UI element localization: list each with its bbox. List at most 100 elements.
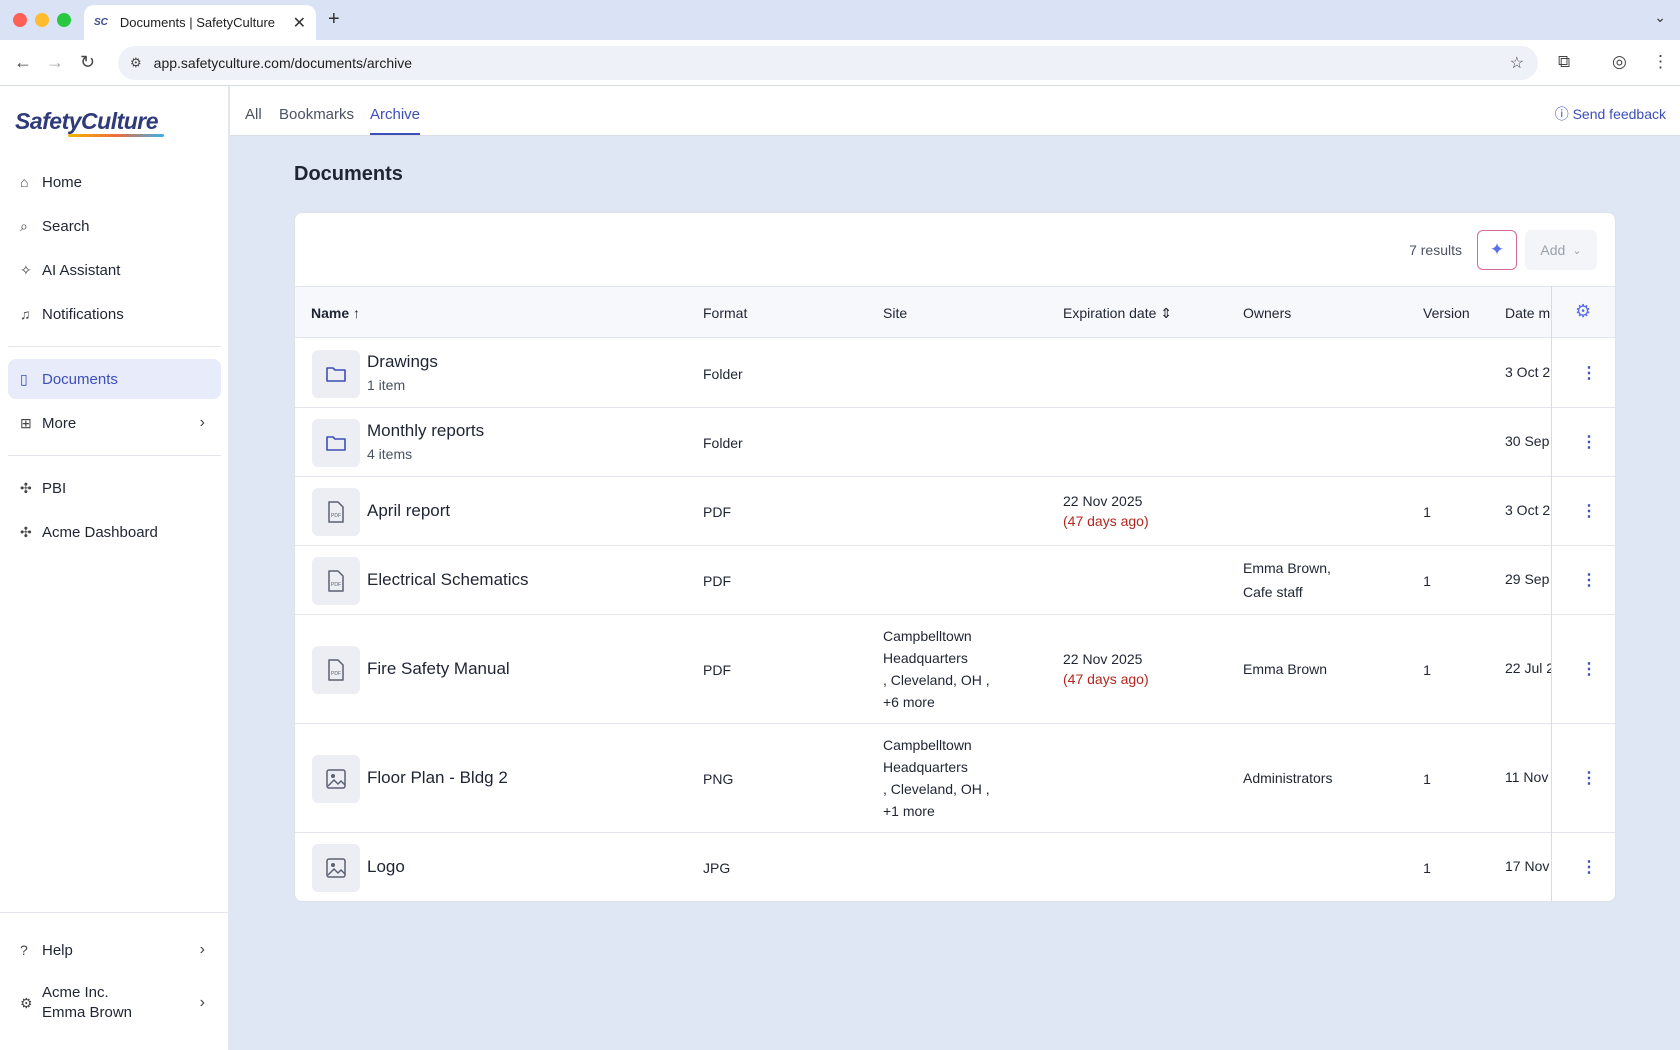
sidebar-item-acme-dashboard[interactable]: ✣ Acme Dashboard: [8, 512, 221, 552]
sidebar-item-ai-assistant[interactable]: ✧ AI Assistant: [8, 250, 221, 290]
browser-tab-bar: SC Documents | SafetyCulture ✕ + ⌄: [0, 0, 1680, 40]
sidebar-item-notifications[interactable]: ♫ Notifications: [8, 294, 221, 334]
new-tab-icon[interactable]: +: [328, 8, 340, 30]
version-cell: 1: [1423, 859, 1431, 876]
tab-archive[interactable]: Archive: [370, 106, 421, 135]
sidebar-item-label: More: [42, 414, 77, 432]
chevron-right-icon: ›: [199, 941, 205, 958]
send-feedback-link[interactable]: ⓘ Send feedback: [1555, 104, 1666, 124]
close-tab-icon[interactable]: ✕: [292, 14, 306, 32]
table-row[interactable]: PDF Electrical Schematics PDF Emma Brown, Ca…: [295, 546, 1615, 615]
forward-icon[interactable]: →: [46, 52, 64, 72]
page-title: Documents: [294, 163, 403, 185]
search-icon: ⌕: [20, 217, 28, 234]
minimize-window-button[interactable]: [35, 13, 49, 27]
home-icon: ⌂: [20, 174, 29, 190]
sidebar-item-label: Notifications: [42, 305, 124, 323]
document-name-link[interactable]: Floor Plan - Bldg 2: [367, 767, 508, 787]
row-actions-menu-icon[interactable]: ⋮: [1581, 858, 1597, 876]
results-count: 7 results: [1409, 242, 1462, 258]
document-icon: ▯: [20, 370, 28, 387]
chevron-right-icon: ›: [199, 414, 205, 431]
document-name-link[interactable]: April report: [367, 500, 451, 520]
table-row[interactable]: PDF Fire Safety Manual PDF Campbelltown Head…: [295, 615, 1615, 724]
sidebar-item-more[interactable]: ⊞ More ›: [8, 403, 221, 443]
document-name-link[interactable]: Monthly reports: [367, 420, 485, 440]
tab-all[interactable]: All: [245, 106, 262, 123]
more-sites-link[interactable]: +1 more: [883, 802, 935, 819]
document-name-link[interactable]: Fire Safety Manual: [367, 658, 510, 678]
back-icon[interactable]: ←: [14, 52, 32, 72]
more-sites-link[interactable]: +6 more: [883, 693, 935, 710]
column-settings-gear-icon[interactable]: ⚙: [1575, 301, 1592, 321]
reload-icon[interactable]: ↻: [80, 52, 96, 72]
browser-toolbar: ← → ↻ ⚙ app.safetyculture.com/documents/…: [0, 40, 1680, 86]
bookmark-star-icon[interactable]: ☆: [1509, 55, 1524, 72]
folder-icon: [312, 349, 360, 398]
address-bar[interactable]: ⚙ app.safetyculture.com/documents/archiv…: [118, 46, 1538, 80]
add-button[interactable]: Add ⌄: [1525, 230, 1597, 270]
browser-menu-icon[interactable]: ⋮: [1652, 52, 1669, 71]
sidebar-item-pbi[interactable]: ✣ PBI: [8, 468, 221, 508]
help-circle-icon: ?: [20, 942, 28, 958]
sidebar-item-label: Documents: [42, 370, 118, 388]
pdf-file-icon: PDF: [312, 487, 360, 536]
table-row[interactable]: Floor Plan - Bldg 2 PNG Campbelltown Headqu…: [295, 724, 1615, 833]
row-actions-menu-icon[interactable]: ⋮: [1581, 364, 1597, 382]
ai-assist-button[interactable]: ✦: [1477, 230, 1517, 270]
column-header-expiration[interactable]: Expiration date ⇕: [1063, 305, 1172, 322]
org-name: Acme Inc.: [42, 984, 109, 1001]
profile-icon[interactable]: ◎: [1612, 52, 1627, 71]
table-row[interactable]: Monthly reports 4 items Folder 30 Sep ⋮: [295, 408, 1615, 477]
bell-icon: ♫: [20, 306, 31, 322]
sidebar-item-home[interactable]: ⌂ Home: [8, 162, 221, 202]
feedback-icon: ⓘ: [1554, 106, 1573, 122]
tab-bookmarks[interactable]: Bookmarks: [279, 106, 355, 123]
site-line: , Cleveland, OH ,: [883, 671, 990, 688]
user-name: Emma Brown: [42, 1004, 133, 1021]
date-modified-cell: 30 Sep: [1505, 432, 1550, 449]
document-name-link[interactable]: Logo: [367, 856, 405, 876]
pdf-file-icon: PDF: [312, 645, 360, 694]
row-actions-menu-icon[interactable]: ⋮: [1581, 660, 1597, 678]
maximize-window-button[interactable]: [57, 13, 71, 27]
sidebar-item-label: Acme Dashboard: [42, 523, 158, 541]
table-row[interactable]: PDF April report PDF 22 Nov 2025 (47 days ag…: [295, 477, 1615, 546]
sort-ascending-icon: ↑: [353, 305, 361, 321]
table-row[interactable]: Drawings 1 item Folder 3 Oct 2 ⋮: [295, 339, 1615, 408]
table-row[interactable]: Logo JPG 1 17 Nov ⋮: [295, 833, 1615, 901]
sidebar-divider: [8, 346, 221, 347]
documents-table-card: 7 results ✦ Add ⌄ Name ↑ Format Site Exp…: [294, 212, 1616, 902]
site-settings-icon[interactable]: ⚙: [130, 55, 142, 70]
row-actions-menu-icon[interactable]: ⋮: [1581, 433, 1597, 451]
close-window-button[interactable]: [13, 13, 27, 27]
site-cell: Campbelltown Headquarters , Cleveland, OH …: [883, 626, 1043, 714]
extensions-icon[interactable]: ⧉: [1558, 52, 1571, 71]
sidebar-item-help[interactable]: ? Help ›: [8, 930, 221, 970]
sidebar-item-documents[interactable]: ▯ Documents: [8, 359, 221, 399]
row-actions-menu-icon[interactable]: ⋮: [1581, 769, 1597, 787]
safetyculture-logo[interactable]: SafetyCulture: [15, 108, 159, 134]
expiration-cell: 22 Nov 2025 (47 days ago): [1063, 491, 1149, 531]
tab-search-chevron-icon[interactable]: ⌄: [1654, 9, 1666, 25]
date-modified-cell: 11 Nov: [1505, 768, 1549, 785]
document-name-link[interactable]: Electrical Schematics: [367, 569, 529, 589]
add-label: Add: [1540, 242, 1566, 258]
item-count: 4 items: [367, 445, 413, 462]
column-header-format: Format: [703, 305, 748, 321]
column-header-name[interactable]: Name ↑: [311, 305, 360, 321]
browser-tab[interactable]: SC Documents | SafetyCulture ✕: [84, 5, 316, 40]
account-switcher[interactable]: ⚙ Acme Inc. Emma Brown ›: [8, 979, 221, 1027]
date-modified-cell: 29 Sep: [1505, 570, 1550, 587]
row-actions-menu-icon[interactable]: ⋮: [1581, 571, 1597, 589]
document-name-link[interactable]: Drawings: [367, 351, 438, 371]
puzzle-icon: ✣: [20, 479, 32, 496]
folder-icon: [312, 418, 360, 467]
table-header: Name ↑ Format Site Expiration date ⇕ Own…: [295, 286, 1615, 338]
sidebar-item-search[interactable]: ⌕ Search: [8, 206, 221, 246]
version-cell: 1: [1423, 503, 1431, 520]
image-file-icon: [312, 754, 360, 803]
version-cell: 1: [1423, 661, 1431, 678]
row-actions-menu-icon[interactable]: ⋮: [1581, 502, 1597, 520]
documents-tabs: All Bookmarks Archive ⓘ Send feedback: [230, 86, 1680, 136]
